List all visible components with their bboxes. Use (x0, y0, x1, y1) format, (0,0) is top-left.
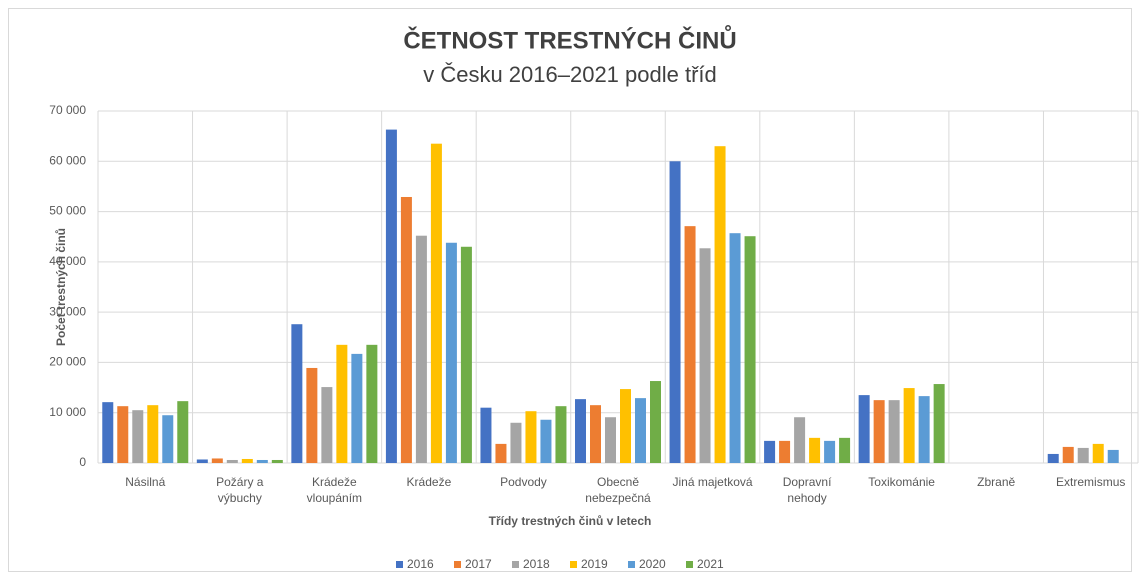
y-tick-label: 60 000 (49, 153, 86, 167)
x-tick-label: Jiná majetková (672, 475, 753, 489)
y-tick-label: 70 000 (49, 103, 86, 117)
bar (495, 443, 507, 463)
bar (839, 437, 851, 463)
bar (699, 248, 711, 463)
bar (824, 440, 836, 463)
legend-label: 2017 (465, 557, 492, 571)
legend-label: 2021 (697, 557, 724, 571)
legend-swatch (454, 561, 461, 568)
y-tick-label: 10 000 (49, 405, 86, 419)
bar (1107, 449, 1119, 463)
x-tick-label: Požáry a výbuchy (216, 475, 264, 505)
bar (809, 437, 821, 463)
bar (415, 235, 427, 463)
x-tick-label: Dopravní nehody (782, 475, 832, 505)
x-tick-label: Obecně nebezpečná (585, 475, 651, 505)
legend-swatch (570, 561, 577, 568)
legend-label: 2020 (639, 557, 666, 571)
x-tick-label: Krádeže (406, 475, 452, 489)
bar (555, 406, 567, 463)
legend-label: 2019 (581, 557, 608, 571)
bar (162, 415, 174, 463)
bar (635, 398, 646, 463)
x-tick-label: Toxikománie (868, 475, 935, 489)
bar (117, 406, 129, 463)
bar (196, 459, 208, 463)
bar (650, 381, 661, 463)
bar (669, 161, 681, 464)
legend-label: 2018 (523, 557, 550, 571)
bar (729, 233, 741, 463)
bar (714, 146, 726, 463)
chart-border (8, 8, 1132, 572)
bar (480, 407, 492, 463)
y-tick-label: 0 (79, 455, 86, 469)
bar (779, 440, 791, 463)
bar (241, 458, 253, 463)
legend-swatch (512, 561, 519, 568)
bar (102, 402, 114, 463)
bar (256, 459, 268, 463)
bar (1062, 446, 1074, 463)
bar (575, 399, 586, 463)
y-axis-title: Počet trestných činů (54, 228, 68, 346)
bar (903, 388, 915, 463)
bar (590, 405, 601, 463)
bar (445, 242, 457, 463)
legend-swatch (686, 561, 693, 568)
bar (794, 417, 806, 463)
y-tick-label: 20 000 (49, 355, 86, 369)
bar (764, 440, 776, 463)
bar (321, 387, 333, 463)
bar (226, 459, 238, 463)
legend-swatch (396, 561, 403, 568)
x-tick-label: Zbraně (977, 475, 1016, 489)
bar (385, 129, 397, 463)
chart-subtitle: v Česku 2016–2021 podle tříd (423, 62, 717, 87)
bar (540, 419, 552, 463)
bar (684, 226, 696, 463)
bar (211, 458, 223, 463)
bar (858, 395, 870, 463)
bar (933, 384, 945, 463)
bar (1047, 453, 1059, 463)
x-tick-label: Krádeže vloupáním (306, 475, 363, 505)
bar (873, 400, 885, 463)
bar (460, 246, 472, 463)
bar (1077, 447, 1089, 463)
bar (177, 401, 189, 463)
x-tick-label: Násilná (125, 475, 166, 489)
chart-title: ČETNOST TRESTNÝCH ČINŮ (403, 24, 736, 54)
y-tick-label: 50 000 (49, 204, 86, 218)
bar (132, 410, 144, 463)
bar (510, 422, 522, 463)
bar (351, 353, 363, 463)
bar (400, 196, 412, 463)
bar (147, 405, 159, 463)
bar (306, 367, 318, 463)
legend-label: 2016 (407, 557, 434, 571)
bar (366, 344, 378, 463)
bar (1092, 443, 1104, 463)
x-axis-title: Třídy trestných činů v letech (489, 514, 652, 528)
y-tick-label: 30 000 (49, 304, 86, 318)
legend-swatch (628, 561, 635, 568)
bar (336, 344, 348, 463)
x-tick-label: Podvody (500, 475, 547, 489)
bar (605, 417, 616, 463)
bar (271, 459, 283, 463)
bar (430, 143, 442, 463)
bar (525, 411, 537, 463)
bar (744, 236, 756, 463)
bar (918, 396, 930, 463)
bar (888, 400, 900, 463)
x-tick-label: Extremismus (1056, 475, 1126, 489)
bar (291, 324, 303, 463)
y-tick-label: 40 000 (49, 254, 86, 268)
bar (620, 389, 631, 463)
